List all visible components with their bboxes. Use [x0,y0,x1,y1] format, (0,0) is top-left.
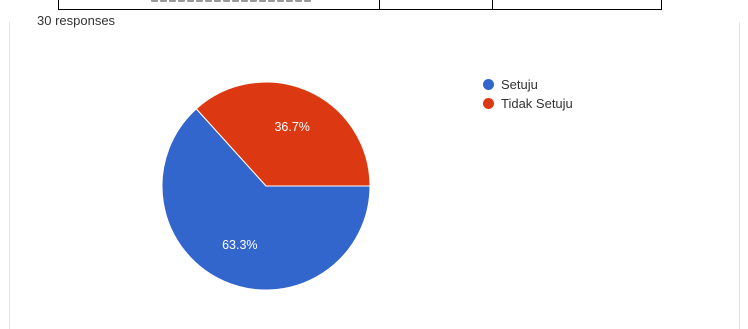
card-border-left [9,22,10,329]
legend-label: Tidak Setuju [501,96,573,111]
cropped-table-text [151,0,319,6]
legend-swatch-icon [483,98,494,109]
chart-legend: Setuju Tidak Setuju [483,75,573,113]
pie-slice-tidak-setuju [195,81,371,187]
pie-slice-setuju [161,108,371,291]
table-column-divider [492,0,493,9]
legend-label: Setuju [501,77,538,92]
pie-slice-label: 36.7% [274,120,309,134]
card-border-right [739,22,740,329]
response-count: 30 responses [37,13,116,28]
pie-slice-label: 63.3% [222,238,257,252]
legend-swatch-icon [483,79,494,90]
table-column-divider [379,0,380,9]
legend-item: Tidak Setuju [483,94,573,113]
legend-item: Setuju [483,75,573,94]
table-border-fragment [58,0,662,10]
